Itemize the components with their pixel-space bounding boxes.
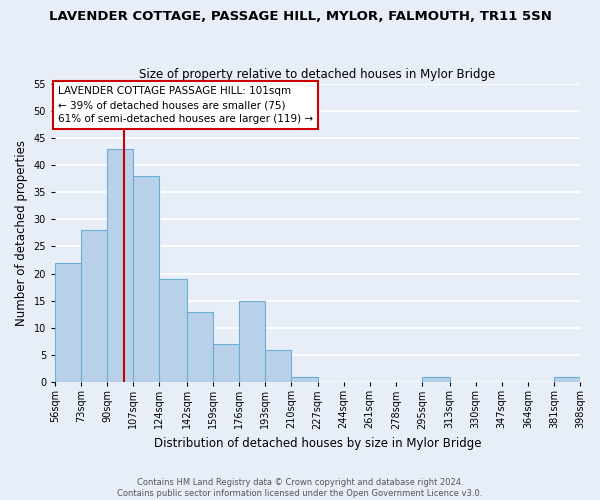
Bar: [265, 350, 292, 382]
Bar: [133, 176, 160, 382]
X-axis label: Distribution of detached houses by size in Mylor Bridge: Distribution of detached houses by size …: [154, 437, 481, 450]
Bar: [187, 312, 213, 382]
Text: LAVENDER COTTAGE PASSAGE HILL: 101sqm
← 39% of detached houses are smaller (75)
: LAVENDER COTTAGE PASSAGE HILL: 101sqm ← …: [58, 86, 313, 124]
Text: LAVENDER COTTAGE, PASSAGE HILL, MYLOR, FALMOUTH, TR11 5SN: LAVENDER COTTAGE, PASSAGE HILL, MYLOR, F…: [49, 10, 551, 23]
Y-axis label: Number of detached properties: Number of detached properties: [15, 140, 28, 326]
Bar: [422, 377, 449, 382]
Bar: [55, 263, 81, 382]
Bar: [292, 377, 317, 382]
Bar: [213, 344, 239, 382]
Text: Contains HM Land Registry data © Crown copyright and database right 2024.
Contai: Contains HM Land Registry data © Crown c…: [118, 478, 482, 498]
Bar: [107, 148, 133, 382]
Bar: [81, 230, 107, 382]
Bar: [554, 377, 580, 382]
Bar: [160, 279, 187, 382]
Title: Size of property relative to detached houses in Mylor Bridge: Size of property relative to detached ho…: [139, 68, 496, 81]
Bar: [239, 301, 265, 382]
